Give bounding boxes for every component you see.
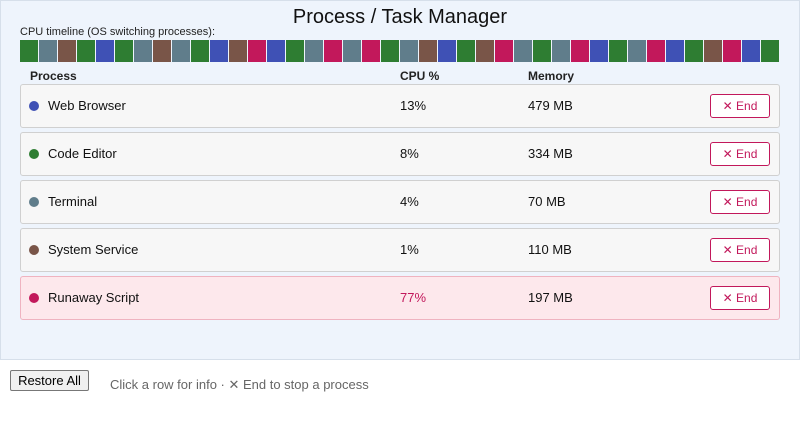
process-row[interactable]: Runaway Script 77% 197 MB ✕ End xyxy=(20,276,780,320)
timeline-slice xyxy=(305,40,324,62)
process-row[interactable]: Web Browser 13% 479 MB ✕ End xyxy=(20,84,780,128)
cpu-percent: 4% xyxy=(400,194,419,209)
cpu-percent: 1% xyxy=(400,242,419,257)
timeline-slice xyxy=(704,40,723,62)
cpu-timeline xyxy=(20,40,780,62)
cpu-percent: 77% xyxy=(400,290,427,305)
timeline-slice xyxy=(723,40,742,62)
process-name: Terminal xyxy=(48,194,98,209)
timeline-slice xyxy=(438,40,457,62)
process-row[interactable]: Code Editor 8% 334 MB ✕ End xyxy=(20,132,780,176)
timeline-slice xyxy=(400,40,419,62)
timeline-slice xyxy=(609,40,628,62)
timeline-slice xyxy=(134,40,153,62)
process-name: System Service xyxy=(48,242,139,257)
cpu-percent: 13% xyxy=(400,98,427,113)
column-header: CPU % xyxy=(400,69,440,83)
memory: 70 MB xyxy=(528,194,566,209)
timeline-slice xyxy=(286,40,305,62)
timeline-slice xyxy=(229,40,248,62)
timeline-slice xyxy=(77,40,96,62)
title: Process / Task Manager xyxy=(292,6,508,28)
timeline-slice xyxy=(267,40,286,62)
timeline-slice xyxy=(58,40,77,62)
end-button[interactable]: ✕ End xyxy=(710,286,770,310)
timeline-label: CPU timeline (OS switching processes): xyxy=(20,26,216,38)
column-header: Memory xyxy=(528,69,575,83)
timeline-slice xyxy=(761,40,780,62)
timeline-slice xyxy=(39,40,58,62)
timeline-slice xyxy=(647,40,666,62)
timeline-slice xyxy=(514,40,533,62)
memory: 197 MB xyxy=(528,290,573,305)
timeline-slice xyxy=(457,40,476,62)
process-dot xyxy=(29,197,39,207)
timeline-slice xyxy=(191,40,210,62)
end-button[interactable]: ✕ End xyxy=(710,94,770,118)
process-name: Web Browser xyxy=(48,98,126,113)
process-name: Code Editor xyxy=(48,146,117,161)
timeline-slice xyxy=(343,40,362,62)
process-row[interactable]: System Service 1% 110 MB ✕ End xyxy=(20,228,780,272)
end-button[interactable]: ✕ End xyxy=(710,238,770,262)
timeline-slice xyxy=(96,40,115,62)
timeline-slice xyxy=(476,40,495,62)
timeline-slice xyxy=(495,40,514,62)
end-button[interactable]: ✕ End xyxy=(710,190,770,214)
column-header: Process xyxy=(30,69,77,83)
timeline-slice xyxy=(115,40,134,62)
timeline-slice xyxy=(172,40,191,62)
process-row[interactable]: Terminal 4% 70 MB ✕ End xyxy=(20,180,780,224)
timeline-slice xyxy=(153,40,172,62)
timeline-slice xyxy=(666,40,685,62)
memory: 479 MB xyxy=(528,98,573,113)
restore-button[interactable]: Restore All xyxy=(10,370,89,391)
timeline-slice xyxy=(552,40,571,62)
process-dot xyxy=(29,101,39,111)
timeline-slice xyxy=(628,40,647,62)
timeline-slice xyxy=(324,40,343,62)
timeline-slice xyxy=(210,40,229,62)
process-name: Runaway Script xyxy=(48,290,140,305)
timeline-slice xyxy=(362,40,381,62)
timeline-slice xyxy=(248,40,267,62)
memory: 110 MB xyxy=(528,242,572,257)
process-dot xyxy=(29,149,39,159)
process-dot xyxy=(29,245,39,255)
timeline-slice xyxy=(419,40,438,62)
cpu-percent: 8% xyxy=(400,146,419,161)
timeline-slice xyxy=(590,40,609,62)
timeline-slice xyxy=(571,40,590,62)
memory: 334 MB xyxy=(528,146,573,161)
process-dot xyxy=(29,293,39,303)
timeline-slice xyxy=(381,40,400,62)
end-button[interactable]: ✕ End xyxy=(710,142,770,166)
timeline-slice xyxy=(742,40,761,62)
hint: Click a row for info · ✕ End to stop a p… xyxy=(110,377,369,392)
timeline-slice xyxy=(20,40,39,62)
timeline-slice xyxy=(685,40,704,62)
timeline-slice xyxy=(533,40,552,62)
